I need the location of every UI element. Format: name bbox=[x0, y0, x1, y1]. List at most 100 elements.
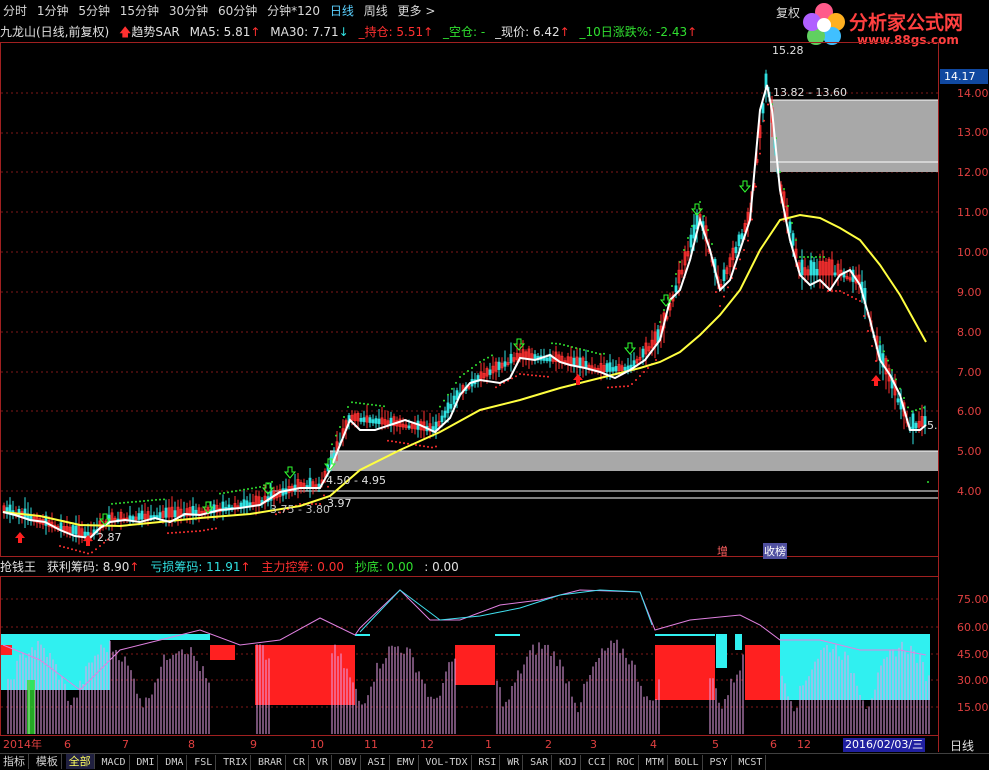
candle-body bbox=[632, 360, 636, 367]
tab-dma[interactable]: DMA bbox=[162, 755, 188, 770]
tab-cci[interactable]: CCI bbox=[585, 755, 610, 770]
tab-min120[interactable]: 分钟*120 bbox=[267, 4, 321, 18]
tab-sar[interactable]: SAR bbox=[527, 755, 553, 770]
sar-dot bbox=[863, 315, 865, 317]
tab-trix[interactable]: TRIX bbox=[220, 755, 252, 770]
tab-brar[interactable]: BRAR bbox=[255, 755, 287, 770]
sar-dot bbox=[479, 361, 481, 363]
sar-dot bbox=[327, 485, 329, 488]
sar-dot bbox=[99, 545, 101, 547]
candle-body bbox=[377, 418, 381, 425]
tab-15min[interactable]: 15分钟 bbox=[119, 4, 160, 18]
sar-dot bbox=[471, 367, 473, 369]
tab-60min[interactable]: 60分钟 bbox=[218, 4, 258, 18]
candle-body bbox=[578, 357, 582, 368]
period-label[interactable]: 日线 bbox=[950, 739, 975, 753]
tab-fsl[interactable]: FSL bbox=[191, 755, 217, 770]
sar-dot bbox=[823, 256, 825, 258]
sar-dot bbox=[155, 498, 157, 501]
tab-fenshi[interactable]: 分时 bbox=[3, 4, 28, 18]
sar-dot bbox=[219, 492, 221, 495]
period-toolbar: 分时 1分钟 5分钟 15分钟 30分钟 60分钟 分钟*120 日线 周线 更… bbox=[0, 0, 989, 22]
sar-dot bbox=[339, 426, 341, 428]
tab-boll[interactable]: BOLL bbox=[672, 755, 703, 770]
chip-zone-high bbox=[770, 100, 938, 162]
buy-arrow-icon bbox=[871, 375, 881, 386]
fuquan-button[interactable]: 复权 bbox=[776, 6, 801, 20]
sar-dot bbox=[419, 444, 421, 447]
tab-roc[interactable]: ROC bbox=[614, 755, 639, 770]
sar-dot bbox=[95, 548, 97, 551]
tab-5min[interactable]: 5分钟 bbox=[78, 4, 110, 18]
sar-dot bbox=[383, 405, 385, 408]
sar-dot bbox=[663, 309, 665, 311]
ind-tick: 15.00 bbox=[957, 701, 989, 714]
sar-dot bbox=[579, 348, 581, 350]
sar-dot bbox=[515, 375, 517, 378]
candle-body bbox=[920, 416, 924, 427]
sar-dot bbox=[147, 499, 149, 502]
candle-body bbox=[881, 353, 885, 368]
sar-dot bbox=[811, 256, 813, 258]
sar-dot bbox=[271, 480, 273, 483]
indicator-chart bbox=[1, 589, 930, 734]
tab-mtm[interactable]: MTM bbox=[643, 755, 668, 770]
candle-body bbox=[83, 531, 87, 538]
indicator-name: 🡅趋势SAR bbox=[119, 25, 180, 39]
sar-dot bbox=[887, 359, 889, 362]
tab-psy[interactable]: PSY bbox=[706, 755, 732, 770]
candle-body bbox=[803, 267, 807, 276]
candle-body bbox=[602, 365, 606, 373]
extra-value: : 0.00 bbox=[424, 560, 459, 574]
candle-body bbox=[494, 361, 498, 372]
sar-dot bbox=[123, 501, 125, 504]
tab-more[interactable]: 更多 > bbox=[397, 4, 436, 18]
tab-emv[interactable]: EMV bbox=[393, 755, 419, 770]
tab-30min[interactable]: 30分钟 bbox=[168, 4, 209, 18]
tab-weekly[interactable]: 周线 bbox=[363, 4, 388, 18]
stock-title: 九龙山(日线,前复权) bbox=[0, 25, 110, 39]
candle-body bbox=[689, 234, 693, 248]
tab-mcst[interactable]: MCST bbox=[735, 755, 767, 770]
candle-body bbox=[140, 510, 144, 520]
tab-all[interactable]: 全部 bbox=[65, 754, 95, 769]
tab-cr[interactable]: CR bbox=[290, 755, 309, 770]
candle-body bbox=[401, 423, 405, 428]
tab-obv[interactable]: OBV bbox=[336, 755, 361, 770]
tab-indicator[interactable]: 指标 bbox=[0, 754, 29, 769]
tab-template[interactable]: 模板 bbox=[33, 754, 62, 769]
tab-kdj[interactable]: KDJ bbox=[556, 755, 582, 770]
sar-dot bbox=[583, 349, 585, 351]
candle-body bbox=[506, 362, 510, 366]
price-tick: 5.00 bbox=[957, 445, 982, 458]
tab-asi[interactable]: ASI bbox=[365, 755, 390, 770]
candle-body bbox=[917, 420, 921, 428]
sar-dot bbox=[879, 341, 881, 343]
tab-vol-tdx[interactable]: VOL-TDX bbox=[422, 755, 472, 770]
buy-arrow-icon bbox=[15, 532, 25, 543]
sar-dot bbox=[211, 528, 213, 530]
tab-daily[interactable]: 日线 bbox=[329, 4, 354, 18]
sar-dot bbox=[495, 386, 497, 389]
sar-dot bbox=[183, 531, 185, 534]
loss-block bbox=[355, 634, 370, 636]
candle-body bbox=[551, 358, 555, 362]
sar-dot bbox=[467, 370, 469, 372]
tab-macd[interactable]: MACD bbox=[98, 755, 130, 770]
sar-dot bbox=[919, 407, 921, 410]
zone-low-label: 3.75 - 3.80 bbox=[270, 503, 330, 516]
tab-vr[interactable]: VR bbox=[313, 755, 332, 770]
sar-dot bbox=[239, 489, 241, 492]
tab-dmi[interactable]: DMI bbox=[133, 755, 159, 770]
price-tick: 10.00 bbox=[957, 246, 989, 259]
tab-rsi[interactable]: RSI bbox=[475, 755, 501, 770]
sar-dot bbox=[191, 530, 193, 533]
price-tick: 4.00 bbox=[957, 485, 982, 498]
sar-dot bbox=[315, 503, 317, 505]
tab-1min[interactable]: 1分钟 bbox=[36, 4, 69, 18]
tab-wr[interactable]: WR bbox=[504, 755, 524, 770]
sar-dot bbox=[615, 385, 617, 388]
candle-body bbox=[167, 507, 171, 518]
sar-dot bbox=[151, 499, 153, 502]
